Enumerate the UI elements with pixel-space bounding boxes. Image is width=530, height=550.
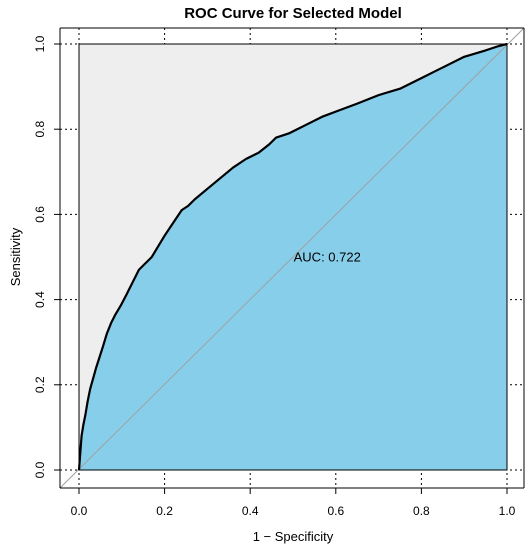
roc-curve-line <box>77 42 508 471</box>
plot-layer <box>59 27 525 489</box>
chart-title: ROC Curve for Selected Model <box>184 5 402 22</box>
y-axis-title: Sensitivity <box>8 227 23 286</box>
x-tick-label: 0.6 <box>327 504 344 518</box>
diagonal-reference-line <box>59 27 525 489</box>
y-tick-label: 1.0 <box>33 35 47 52</box>
y-tick-label: 0.2 <box>33 376 47 393</box>
y-tick-label: 0.6 <box>33 206 47 223</box>
auc-annotation: AUC: 0.722 <box>294 249 361 264</box>
x-axis-title: 1 − Specificity <box>253 529 334 544</box>
y-tick-label: 0.0 <box>33 461 47 478</box>
y-tick-label: 0.8 <box>33 121 47 138</box>
axes: 0.0 0.2 0.4 0.6 0.8 1.0 0.0 0.2 0.4 0.6 0.8 1.0 <box>33 27 525 518</box>
x-tick-label: 0.4 <box>242 504 259 518</box>
y-tick-label: 0.4 <box>33 291 47 308</box>
x-tick-label: 0.2 <box>156 504 173 518</box>
plot-border <box>78 43 508 471</box>
x-tick-label: 1.0 <box>499 504 516 518</box>
x-tick-label: 0.0 <box>71 504 88 518</box>
x-tick-label: 0.8 <box>413 504 430 518</box>
